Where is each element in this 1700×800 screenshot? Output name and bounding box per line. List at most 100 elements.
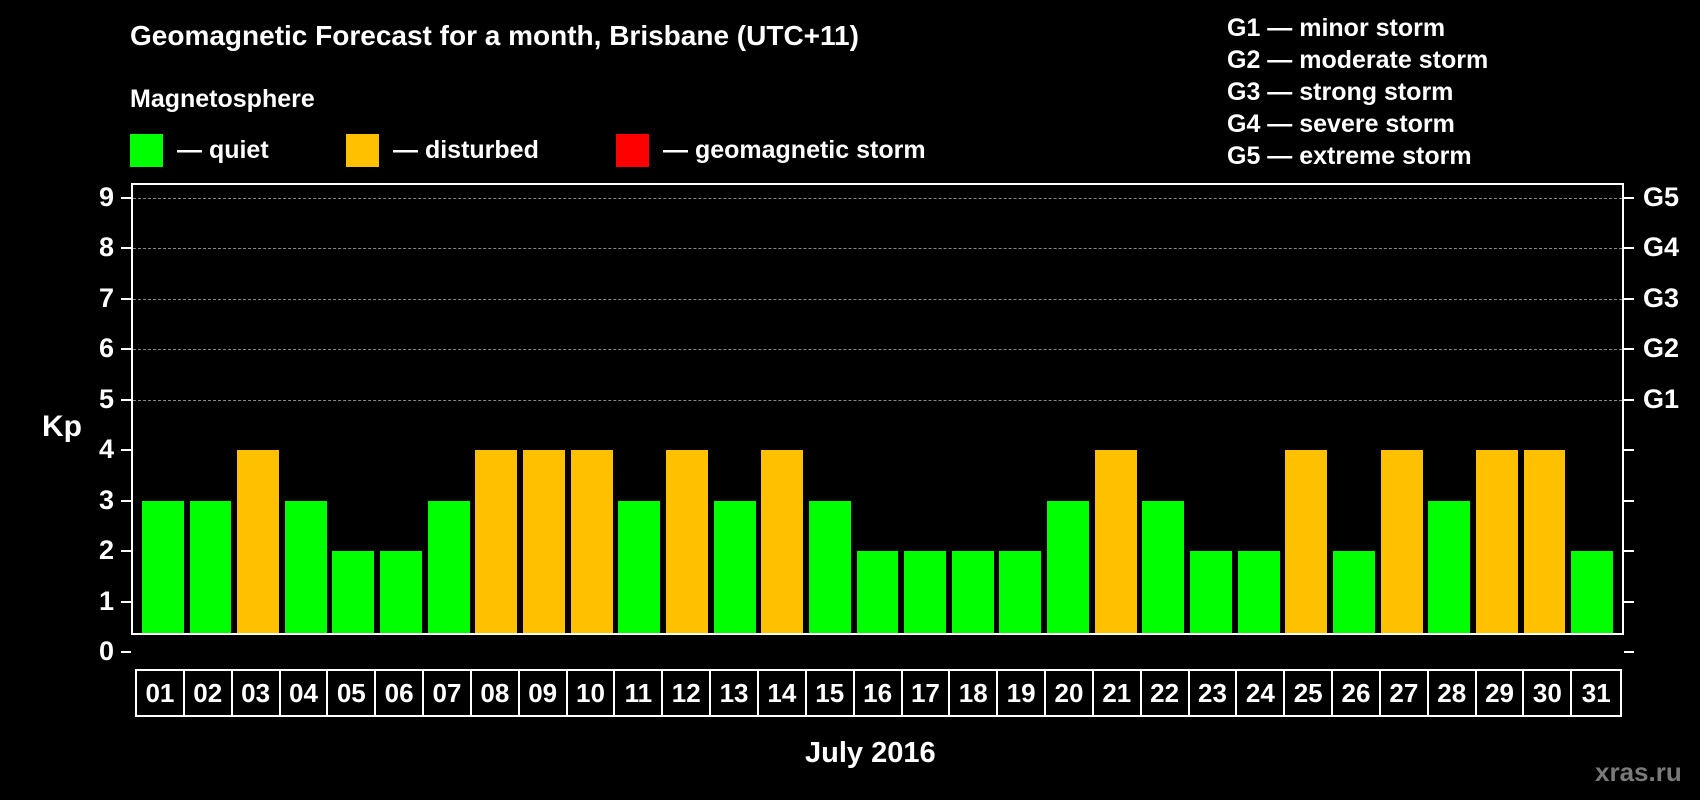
y-tick <box>121 297 131 300</box>
x-tick-label: 01 <box>137 671 185 715</box>
x-tick-label: 05 <box>328 671 377 715</box>
y-tick <box>121 196 131 199</box>
x-tick-label: 31 <box>1581 677 1611 708</box>
x-axis-day-labels: 01 02 03 04 05 06 07 08 09 10 11 12 13 14 15 16 17 18 19 20… <box>135 669 1622 717</box>
g-level-label: G5 <box>1643 181 1680 212</box>
bar-day-05 <box>332 551 375 633</box>
chart-title: Geomagnetic Forecast for a month, Brisba… <box>130 20 859 51</box>
bar-day-14 <box>761 450 804 633</box>
right-y-tick <box>1624 600 1634 603</box>
x-tick-label: 12 <box>663 671 712 715</box>
bar-day-25 <box>1285 450 1328 633</box>
x-tick-label: 22 <box>1142 671 1190 715</box>
g-level-label: G4 <box>1643 232 1680 262</box>
x-tick-label: 02 <box>185 671 233 715</box>
g-scale-item: G5 — extreme storm <box>1227 142 1472 170</box>
bar-day-27 <box>1380 450 1423 633</box>
legend-title: Magnetosphere <box>130 85 315 113</box>
x-tick-label: 30 <box>1524 671 1573 715</box>
right-y-tick <box>1624 196 1634 199</box>
x-tick-label: 29 <box>1477 671 1525 715</box>
g-level-label: G3 <box>1643 282 1680 313</box>
x-tick-label: 17 <box>903 671 951 715</box>
y-tick-label: 1 <box>98 585 114 616</box>
bar-day-01 <box>141 500 184 633</box>
y-tick-label: 3 <box>98 484 114 515</box>
bar-day-09 <box>523 450 565 633</box>
legend-label: — quiet <box>177 135 269 164</box>
bar-day-07 <box>427 500 470 633</box>
bar-day-04 <box>284 500 327 633</box>
bar-day-08 <box>475 450 518 633</box>
right-y-tick <box>1624 499 1634 502</box>
x-tick-label: 19 <box>998 671 1047 715</box>
gridline <box>133 248 1622 249</box>
y-tick-label: 9 <box>98 181 114 212</box>
bar-day-12 <box>665 450 708 633</box>
y-tick <box>121 398 131 401</box>
bar-day-19 <box>999 551 1042 633</box>
x-tick-label: 16 <box>855 671 903 715</box>
x-axis-label: July 2016 <box>805 737 936 769</box>
y-tick <box>121 550 131 552</box>
y-tick <box>121 449 131 451</box>
disturbed-swatch <box>346 133 379 167</box>
gridline <box>133 349 1622 350</box>
y-tick <box>121 499 131 502</box>
legend-label: — geomagnetic storm <box>663 135 926 164</box>
bar-day-28 <box>1428 500 1471 633</box>
x-tick-label: 07 <box>424 671 472 715</box>
y-tick-label: 2 <box>98 535 114 565</box>
bar-day-23 <box>1190 551 1232 633</box>
y-tick-label: 6 <box>98 333 114 363</box>
bar-day-03 <box>237 450 280 633</box>
x-tick-label: 21 <box>1094 671 1142 715</box>
x-tick-label: 06 <box>376 671 425 715</box>
x-tick-label: 15 <box>807 671 855 715</box>
bar-day-13 <box>713 500 756 633</box>
legend-item-storm: — geomagnetic storm <box>616 133 926 167</box>
x-tick-label: 24 <box>1237 671 1286 715</box>
legend-item-quiet: — quiet <box>130 133 269 167</box>
y-tick-label: 4 <box>98 434 114 464</box>
x-tick-label: 14 <box>759 671 807 715</box>
legend-item-disturbed: — disturbed <box>346 133 539 167</box>
right-y-tick <box>1624 247 1634 249</box>
x-tick-label: 23 <box>1190 671 1238 715</box>
right-y-tick <box>1624 398 1634 401</box>
bar-day-24 <box>1237 551 1280 633</box>
x-tick-label: 08 <box>472 671 520 715</box>
bar-day-16 <box>856 551 899 633</box>
bar-day-02 <box>189 500 232 633</box>
y-tick-label: 8 <box>98 232 114 262</box>
g-scale-item: G1 — minor storm <box>1227 14 1446 42</box>
bar-day-17 <box>904 551 947 633</box>
right-y-tick <box>1624 348 1634 350</box>
bar-day-29 <box>1475 450 1518 633</box>
bar-day-30 <box>1523 450 1566 633</box>
y-tick-label: 7 <box>98 282 114 313</box>
bar-day-21 <box>1094 450 1137 633</box>
y-tick-label: 5 <box>98 383 114 414</box>
right-y-tick <box>1624 651 1634 653</box>
g-scale-legend: G1 — minor storm G2 — moderate storm G3 … <box>1227 12 1488 172</box>
x-tick-label: 13 <box>711 671 759 715</box>
x-tick-label: 25 <box>1285 671 1334 715</box>
right-y-tick <box>1624 550 1634 552</box>
bar-day-15 <box>808 500 851 633</box>
plot-area <box>131 183 1624 635</box>
bar-day-10 <box>570 450 613 633</box>
y-axis-label: Kp <box>42 410 82 443</box>
y-tick <box>121 600 131 603</box>
x-tick-label: 28 <box>1429 671 1477 715</box>
x-tick-label: 27 <box>1381 671 1429 715</box>
g-scale-item: G2 — moderate storm <box>1227 46 1489 74</box>
quiet-swatch <box>130 133 163 167</box>
y-tick <box>121 348 131 350</box>
g-level-label: G2 <box>1643 333 1680 363</box>
x-tick-label: 18 <box>950 671 999 715</box>
gridline <box>133 399 1622 401</box>
bar-day-06 <box>380 551 422 633</box>
x-tick-label: 03 <box>233 671 281 715</box>
g-scale-item: G3 — strong storm <box>1227 78 1454 106</box>
